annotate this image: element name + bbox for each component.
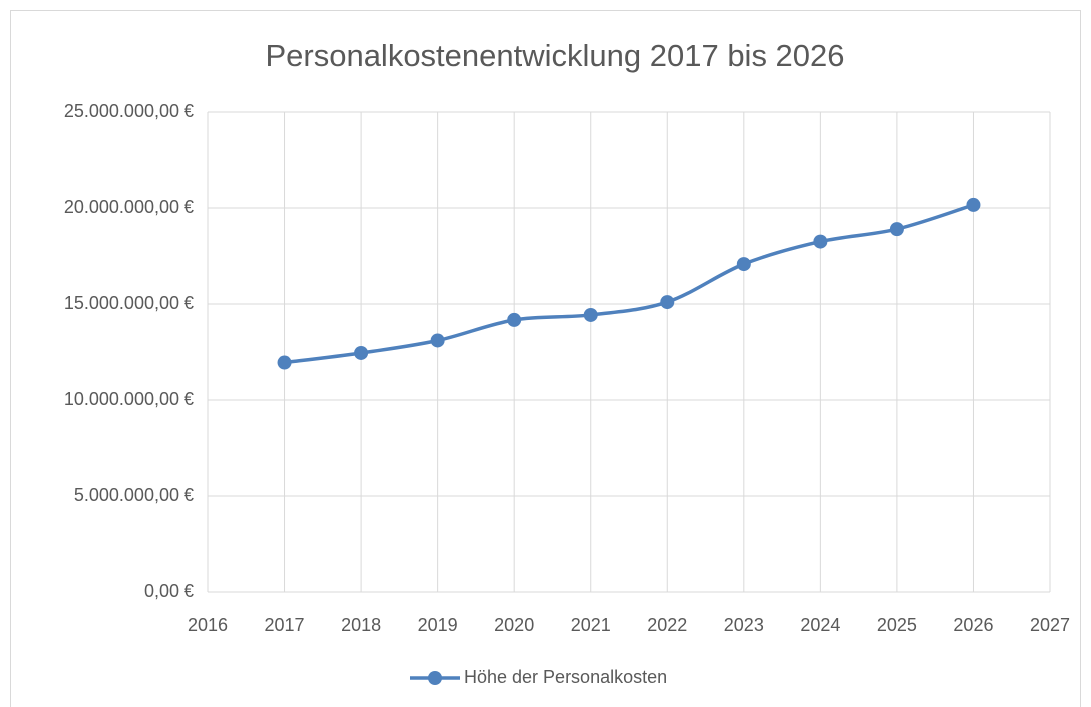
chart-border [10,10,1081,707]
data-point [430,333,445,348]
x-tick-label: 2026 [953,615,993,635]
y-tick-label: 5.000.000,00 € [74,485,194,505]
x-tick-label: 2018 [341,615,381,635]
data-point [277,355,292,370]
data-point [736,257,751,272]
x-tick-label: 2022 [647,615,687,635]
legend-marker [428,671,442,685]
data-point [354,345,369,360]
x-tick-label: 2025 [877,615,917,635]
legend-label: Höhe der Personalkosten [464,667,667,687]
data-point [966,197,981,212]
x-tick-label: 2017 [265,615,305,635]
chart-title: Personalkostenentwicklung 2017 bis 2026 [265,38,844,73]
x-tick-label: 2016 [188,615,228,635]
x-tick-label: 2020 [494,615,534,635]
data-point [813,234,828,249]
data-point [660,295,675,310]
y-tick-label: 0,00 € [144,581,194,601]
y-tick-label: 20.000.000,00 € [64,197,194,217]
x-tick-label: 2019 [418,615,458,635]
y-tick-label: 10.000.000,00 € [64,389,194,409]
series-line [284,203,974,365]
x-tick-label: 2021 [571,615,611,635]
x-tick-label: 2027 [1030,615,1070,635]
data-point [507,312,522,327]
y-tick-label: 25.000.000,00 € [64,101,194,121]
data-point [889,222,904,237]
x-tick-label: 2023 [724,615,764,635]
data-point [583,307,598,322]
y-tick-label: 15.000.000,00 € [64,293,194,313]
x-tick-label: 2024 [800,615,840,635]
